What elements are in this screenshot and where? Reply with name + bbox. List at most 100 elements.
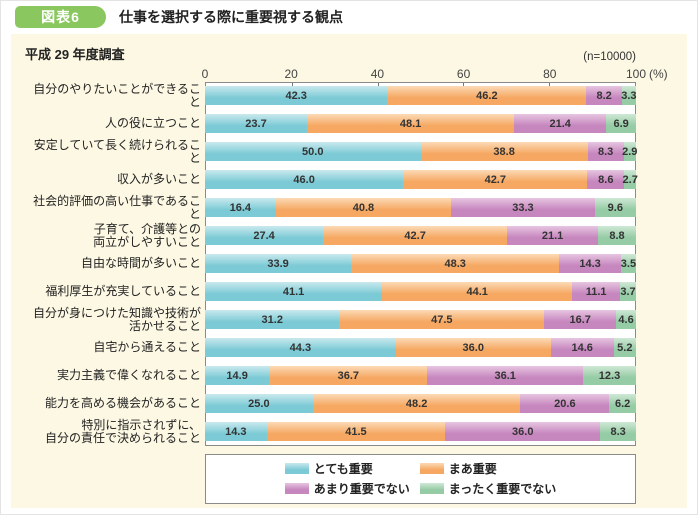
segment-value: 6.9 bbox=[613, 117, 629, 130]
legend-swatch-icon bbox=[419, 463, 444, 474]
segment-value: 46.2 bbox=[476, 89, 498, 102]
segment-value: 23.7 bbox=[245, 117, 267, 130]
bar-segment-1: 14.3 bbox=[205, 422, 267, 441]
segment-value: 3.3 bbox=[621, 89, 637, 102]
segment-value: 42.7 bbox=[404, 229, 426, 242]
bar-segment-3: 33.3 bbox=[451, 198, 595, 217]
segment-value: 16.4 bbox=[229, 201, 252, 214]
category-label: 収入が多いこと bbox=[116, 172, 201, 186]
bar-segment-3: 8.2 bbox=[586, 86, 622, 105]
category-label: 社会的評価の高い仕事であること bbox=[33, 193, 201, 221]
bar-segment-3: 21.1 bbox=[507, 226, 599, 245]
bar-segment-3: 8.3 bbox=[587, 142, 624, 161]
stacked-bar: 14.3 41.5 36.0 8.3 bbox=[205, 422, 636, 441]
bar-segment-2: 47.5 bbox=[339, 310, 545, 329]
segment-value: 33.3 bbox=[512, 201, 534, 214]
legend-item: まあ重要 bbox=[419, 460, 557, 477]
x-tick-label: 20 bbox=[284, 67, 298, 81]
stacked-bar: 31.2 47.5 16.7 4.6 bbox=[205, 310, 636, 329]
bar-segment-3: 14.3 bbox=[559, 254, 621, 273]
segment-value: 5.2 bbox=[617, 341, 633, 354]
segment-value: 41.5 bbox=[345, 425, 367, 438]
category-label: 安定していて長く続けられること bbox=[33, 137, 201, 165]
bar-segment-4: 2.9 bbox=[622, 142, 637, 161]
segment-value: 14.3 bbox=[225, 425, 247, 438]
category-label: 人の役に立つこと bbox=[104, 116, 201, 130]
chart-row: 特別に指示されずに、 自分の責任で決められること 14.3 41.5 36.0 8.3 bbox=[25, 418, 636, 444]
category-label: 自分が身につけた知識や技術が 活かせること bbox=[32, 305, 201, 333]
segment-value: 20.6 bbox=[554, 397, 576, 410]
segment-value: 3.5 bbox=[620, 257, 637, 270]
segment-value: 6.2 bbox=[614, 397, 631, 410]
segment-value: 48.2 bbox=[405, 397, 428, 410]
x-axis: 0 20 40 60 80 100 (%) bbox=[202, 65, 668, 82]
bar-segment-4: 4.6 bbox=[616, 310, 636, 329]
bar-segment-3: 16.7 bbox=[544, 310, 617, 329]
legend-label: あまり重要でない bbox=[313, 482, 410, 496]
figure-title: 仕事を選択する際に重要視する観点 bbox=[119, 9, 343, 25]
segment-value: 48.1 bbox=[399, 117, 422, 130]
chart-row: 実力主義で偉くなれること 14.9 36.7 36.1 12.3 bbox=[25, 366, 636, 385]
segment-value: 14.3 bbox=[579, 257, 601, 270]
bar-segment-2: 46.2 bbox=[387, 86, 587, 105]
bar-segment-3: 8.6 bbox=[587, 170, 625, 189]
category-label: 自宅から通えること bbox=[93, 340, 201, 354]
bar-segment-3: 36.0 bbox=[445, 422, 601, 441]
bar-segment-1: 25.0 bbox=[205, 394, 313, 413]
category-label: 能力を高める機会があること bbox=[44, 396, 201, 410]
bar-segment-4: 9.6 bbox=[594, 198, 636, 217]
bar-segment-2: 42.7 bbox=[403, 170, 588, 189]
category-label: 子育て、介護等との 両立がしやすいこと bbox=[93, 221, 201, 249]
stacked-bar: 46.0 42.7 8.6 2.7 bbox=[205, 170, 638, 189]
segment-value: 2.7 bbox=[622, 173, 638, 186]
segment-value: 11.1 bbox=[585, 285, 607, 298]
x-axis-unit: (%) bbox=[649, 67, 668, 81]
segment-value: 4.6 bbox=[618, 313, 634, 326]
segment-value: 14.9 bbox=[226, 369, 248, 382]
chart-row: 自分が身につけた知識や技術が 活かせること 31.2 47.5 16.7 4.6 bbox=[25, 306, 636, 332]
legend-item: まったく重要でない bbox=[419, 480, 556, 497]
bar-segment-2: 40.8 bbox=[275, 198, 452, 217]
bar-segment-4: 5.2 bbox=[613, 338, 636, 357]
stacked-bar-chart: 0 20 40 60 80 100 (%) 自分のやりたいことができること 42.3 46.2 8… bbox=[25, 65, 668, 446]
segment-value: 8.8 bbox=[609, 229, 625, 242]
category-label: 福利厚生が充実していること bbox=[45, 284, 201, 298]
bar-segment-2: 48.1 bbox=[307, 114, 515, 133]
segment-value: 8.6 bbox=[598, 173, 614, 186]
bar-segment-2: 41.5 bbox=[266, 422, 446, 441]
bar-segment-2: 48.2 bbox=[312, 394, 521, 413]
bar-segment-2: 36.0 bbox=[395, 338, 551, 357]
bar-segment-4: 2.7 bbox=[622, 170, 638, 189]
bar-segment-1: 46.0 bbox=[205, 170, 404, 189]
chart-row: 自分のやりたいことができること 42.3 46.2 8.2 3.3 bbox=[25, 82, 637, 108]
bar-rows: 自分のやりたいことができること 42.3 46.2 8.2 3.3 人の役に立つこと 23.… bbox=[25, 82, 638, 446]
chart-meta-row: 平成 29 年度調査 (n=10000) bbox=[25, 43, 636, 63]
bar-segment-1: 44.3 bbox=[205, 338, 396, 357]
bar-segment-2: 42.7 bbox=[323, 226, 508, 245]
bar-segment-3: 14.6 bbox=[550, 338, 614, 357]
bar-segment-1: 50.0 bbox=[205, 142, 421, 161]
chart-row: 収入が多いこと 46.0 42.7 8.6 2.7 bbox=[25, 170, 638, 189]
x-tick-label: 60 bbox=[456, 67, 471, 81]
chart-row: 人の役に立つこと 23.7 48.1 21.4 6.9 bbox=[25, 114, 636, 133]
stacked-bar: 25.0 48.2 20.6 6.2 bbox=[205, 394, 636, 413]
x-tick-mark bbox=[549, 83, 551, 87]
stacked-bar: 27.4 42.7 21.1 8.8 bbox=[205, 226, 636, 245]
segment-value: 16.7 bbox=[569, 313, 591, 326]
x-tick-label: 100 bbox=[625, 67, 647, 81]
bar-segment-1: 41.1 bbox=[205, 282, 383, 301]
x-tick-label: 80 bbox=[543, 67, 557, 81]
segment-value: 14.6 bbox=[571, 341, 593, 354]
bar-segment-3: 21.4 bbox=[514, 114, 607, 133]
segment-value: 44.1 bbox=[466, 285, 488, 298]
segment-value: 44.3 bbox=[289, 341, 312, 354]
category-label: 実力主義で偉くなれること bbox=[56, 368, 201, 382]
segment-value: 38.8 bbox=[493, 145, 515, 158]
stacked-bar: 14.9 36.7 36.1 12.3 bbox=[205, 366, 636, 385]
bar-segment-1: 31.2 bbox=[205, 310, 340, 329]
segment-value: 8.3 bbox=[597, 145, 614, 158]
bar-segment-2: 36.7 bbox=[269, 366, 428, 385]
stacked-bar: 44.3 36.0 14.6 5.2 bbox=[205, 338, 636, 357]
bar-segment-4: 6.2 bbox=[609, 394, 636, 413]
